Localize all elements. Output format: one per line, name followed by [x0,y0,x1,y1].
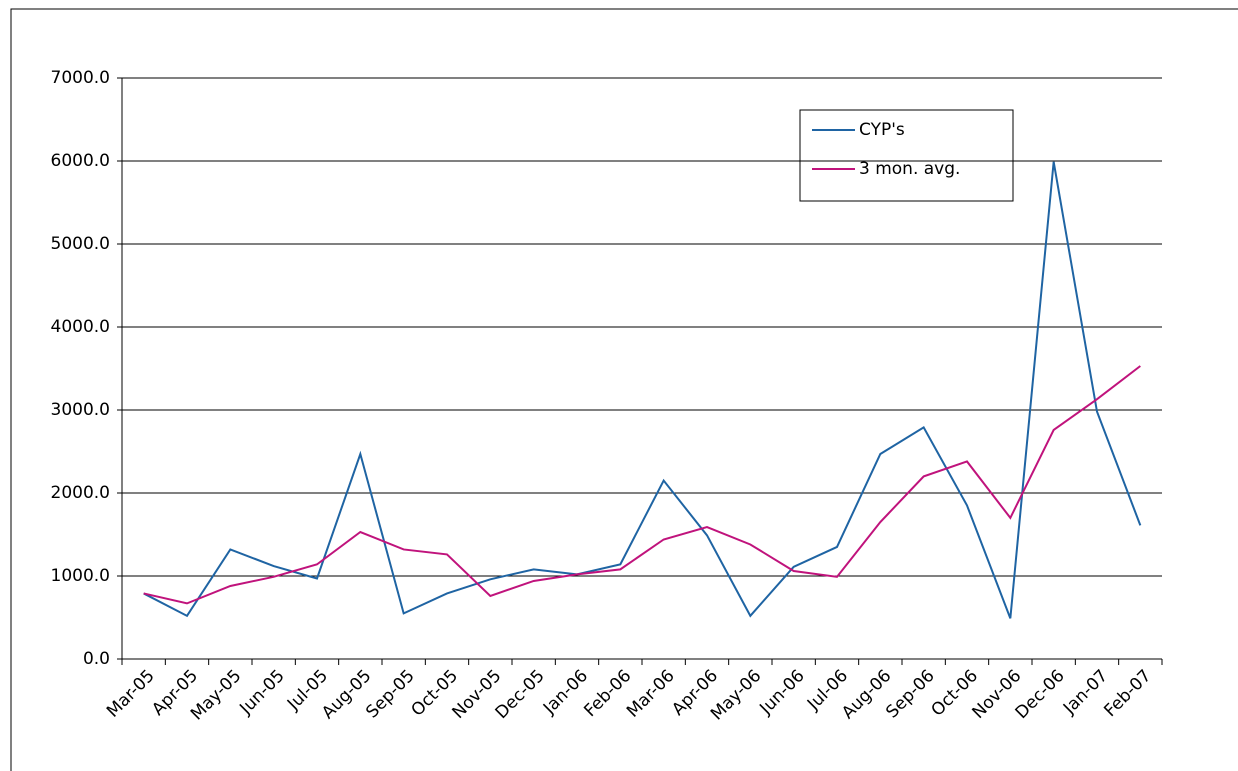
y-tick-label: 5000.0 [51,234,110,254]
legend-label: CYP's [859,120,905,140]
legend-label: 3 mon. avg. [859,159,960,179]
y-tick-label: 3000.0 [51,400,110,420]
y-tick-label: 7000.0 [51,68,110,88]
y-tick-label: 0.0 [83,649,110,669]
series-line [143,365,1141,605]
series-line [143,161,1142,619]
y-tick-label: 1000.0 [51,566,110,586]
y-tick-label: 2000.0 [51,483,110,503]
chart-frame [10,8,1238,771]
legend-box [799,109,1014,202]
y-tick-label: 4000.0 [51,317,110,337]
y-tick-label: 6000.0 [51,151,110,171]
